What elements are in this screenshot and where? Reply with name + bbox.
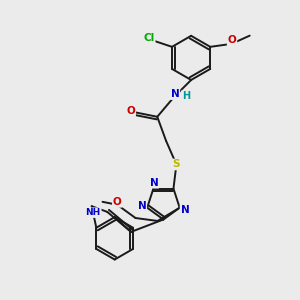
Text: H: H <box>182 91 190 101</box>
Text: O: O <box>228 35 236 45</box>
Text: N: N <box>150 178 158 188</box>
Text: O: O <box>113 197 122 207</box>
Text: S: S <box>173 160 180 170</box>
Text: N: N <box>171 89 179 99</box>
Text: O: O <box>126 106 135 116</box>
Text: N: N <box>181 205 189 215</box>
Text: Cl: Cl <box>143 33 155 43</box>
Text: N: N <box>137 201 146 211</box>
Text: NH: NH <box>85 208 101 217</box>
